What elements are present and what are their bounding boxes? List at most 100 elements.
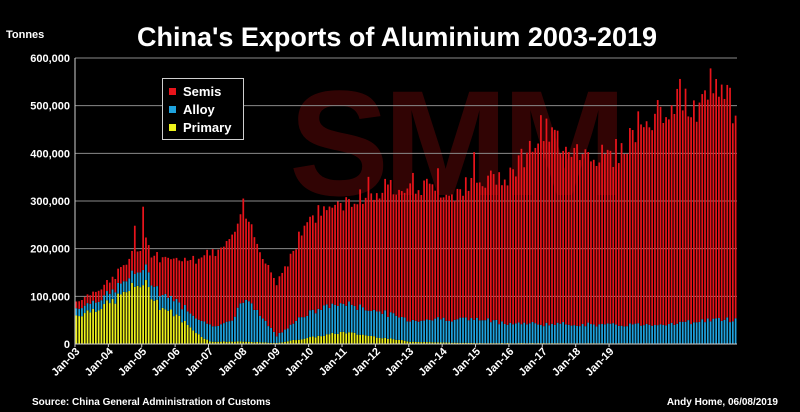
bar-semis xyxy=(456,188,459,320)
bar-semis xyxy=(523,167,526,323)
bar-primary xyxy=(150,299,153,344)
bar-alloy xyxy=(311,309,314,337)
bar-semis xyxy=(473,152,475,320)
bar-semis xyxy=(222,246,225,324)
bar-alloy xyxy=(709,321,712,344)
bar-alloy xyxy=(236,307,239,342)
bar-alloy xyxy=(731,321,734,344)
bar-alloy xyxy=(559,323,562,344)
bar-semis xyxy=(451,194,453,322)
bar-alloy xyxy=(295,320,297,341)
bar-alloy xyxy=(381,313,384,339)
bar-primary xyxy=(245,341,247,344)
bar-semis xyxy=(128,258,131,279)
bar-primary xyxy=(442,342,445,344)
bar-semis xyxy=(428,183,431,320)
bar-semis xyxy=(211,249,214,327)
bar-semis xyxy=(698,102,701,322)
bar-semis xyxy=(556,130,559,323)
bar-primary xyxy=(81,316,83,344)
bar-semis xyxy=(526,152,528,325)
bar-primary xyxy=(120,294,122,344)
bar-primary xyxy=(278,342,281,344)
bar-semis xyxy=(412,172,414,320)
legend-label-semis: Semis xyxy=(183,83,222,99)
bar-semis xyxy=(375,193,378,312)
bar-primary xyxy=(239,341,242,344)
bar-semis xyxy=(718,96,720,318)
bar-alloy xyxy=(309,310,311,338)
bar-semis xyxy=(551,127,553,324)
y-tick-label: 400,000 xyxy=(30,148,70,160)
bar-semis xyxy=(111,276,114,290)
bar-primary xyxy=(395,339,398,344)
bar-alloy xyxy=(139,272,142,288)
x-tick-label: Jan-05 xyxy=(116,346,149,379)
bar-semis xyxy=(320,215,323,310)
bar-semis xyxy=(470,177,473,319)
bar-alloy xyxy=(720,320,723,344)
bar-semis xyxy=(478,182,481,321)
bar-primary xyxy=(222,341,225,344)
bar-primary xyxy=(267,342,270,344)
bar-alloy xyxy=(476,317,478,344)
bar-semis xyxy=(576,144,578,326)
bar-semis xyxy=(545,118,548,323)
bar-alloy xyxy=(679,321,681,344)
bar-semis xyxy=(701,94,704,320)
bar-alloy xyxy=(158,296,161,310)
bar-semis xyxy=(234,231,236,317)
bar-primary xyxy=(334,333,336,344)
bar-alloy xyxy=(604,324,606,344)
bar-semis xyxy=(378,198,381,312)
bar-alloy xyxy=(373,309,375,337)
bar-primary xyxy=(323,335,325,344)
bar-alloy xyxy=(114,292,117,304)
bar-primary xyxy=(359,334,361,344)
bar-primary xyxy=(420,342,423,344)
bar-semis xyxy=(286,266,289,329)
bar-semis xyxy=(387,184,389,317)
bar-alloy xyxy=(673,324,676,344)
legend-swatch-semis xyxy=(169,87,176,95)
bar-alloy xyxy=(570,325,573,344)
bar-semis xyxy=(100,289,103,301)
bar-alloy xyxy=(654,324,656,344)
bar-semis xyxy=(136,251,139,273)
bar-primary xyxy=(195,333,197,344)
bar-alloy xyxy=(601,324,603,344)
bar-semis xyxy=(573,147,576,326)
bar-semis xyxy=(311,215,314,310)
bar-alloy xyxy=(259,315,261,343)
bar-primary xyxy=(264,342,267,344)
bar-alloy xyxy=(178,302,181,316)
bar-alloy xyxy=(412,319,414,342)
legend-item-semis: Semis xyxy=(169,82,237,100)
bar-primary xyxy=(409,341,412,344)
bar-semis xyxy=(133,225,136,274)
bar-alloy xyxy=(278,332,281,343)
bar-alloy xyxy=(464,317,467,343)
bar-alloy xyxy=(231,320,234,342)
bar-semis xyxy=(693,100,695,323)
bar-alloy xyxy=(353,305,356,333)
bar-alloy xyxy=(128,278,131,292)
bar-alloy xyxy=(684,321,687,344)
bar-primary xyxy=(314,337,317,344)
bar-primary xyxy=(414,341,417,344)
bar-primary xyxy=(384,337,386,344)
bar-primary xyxy=(186,324,189,344)
bar-alloy xyxy=(609,323,612,344)
bar-primary xyxy=(92,308,94,344)
bar-semis xyxy=(325,210,328,305)
bar-primary xyxy=(122,291,125,344)
bar-primary xyxy=(437,342,439,344)
bar-alloy xyxy=(125,281,128,293)
bar-semis xyxy=(634,142,637,324)
bar-semis xyxy=(125,264,128,282)
x-tick-label: Jan-07 xyxy=(183,346,216,379)
bar-semis xyxy=(487,175,489,319)
bar-primary xyxy=(153,300,156,344)
bar-semis xyxy=(420,195,423,321)
bar-alloy xyxy=(453,319,456,343)
